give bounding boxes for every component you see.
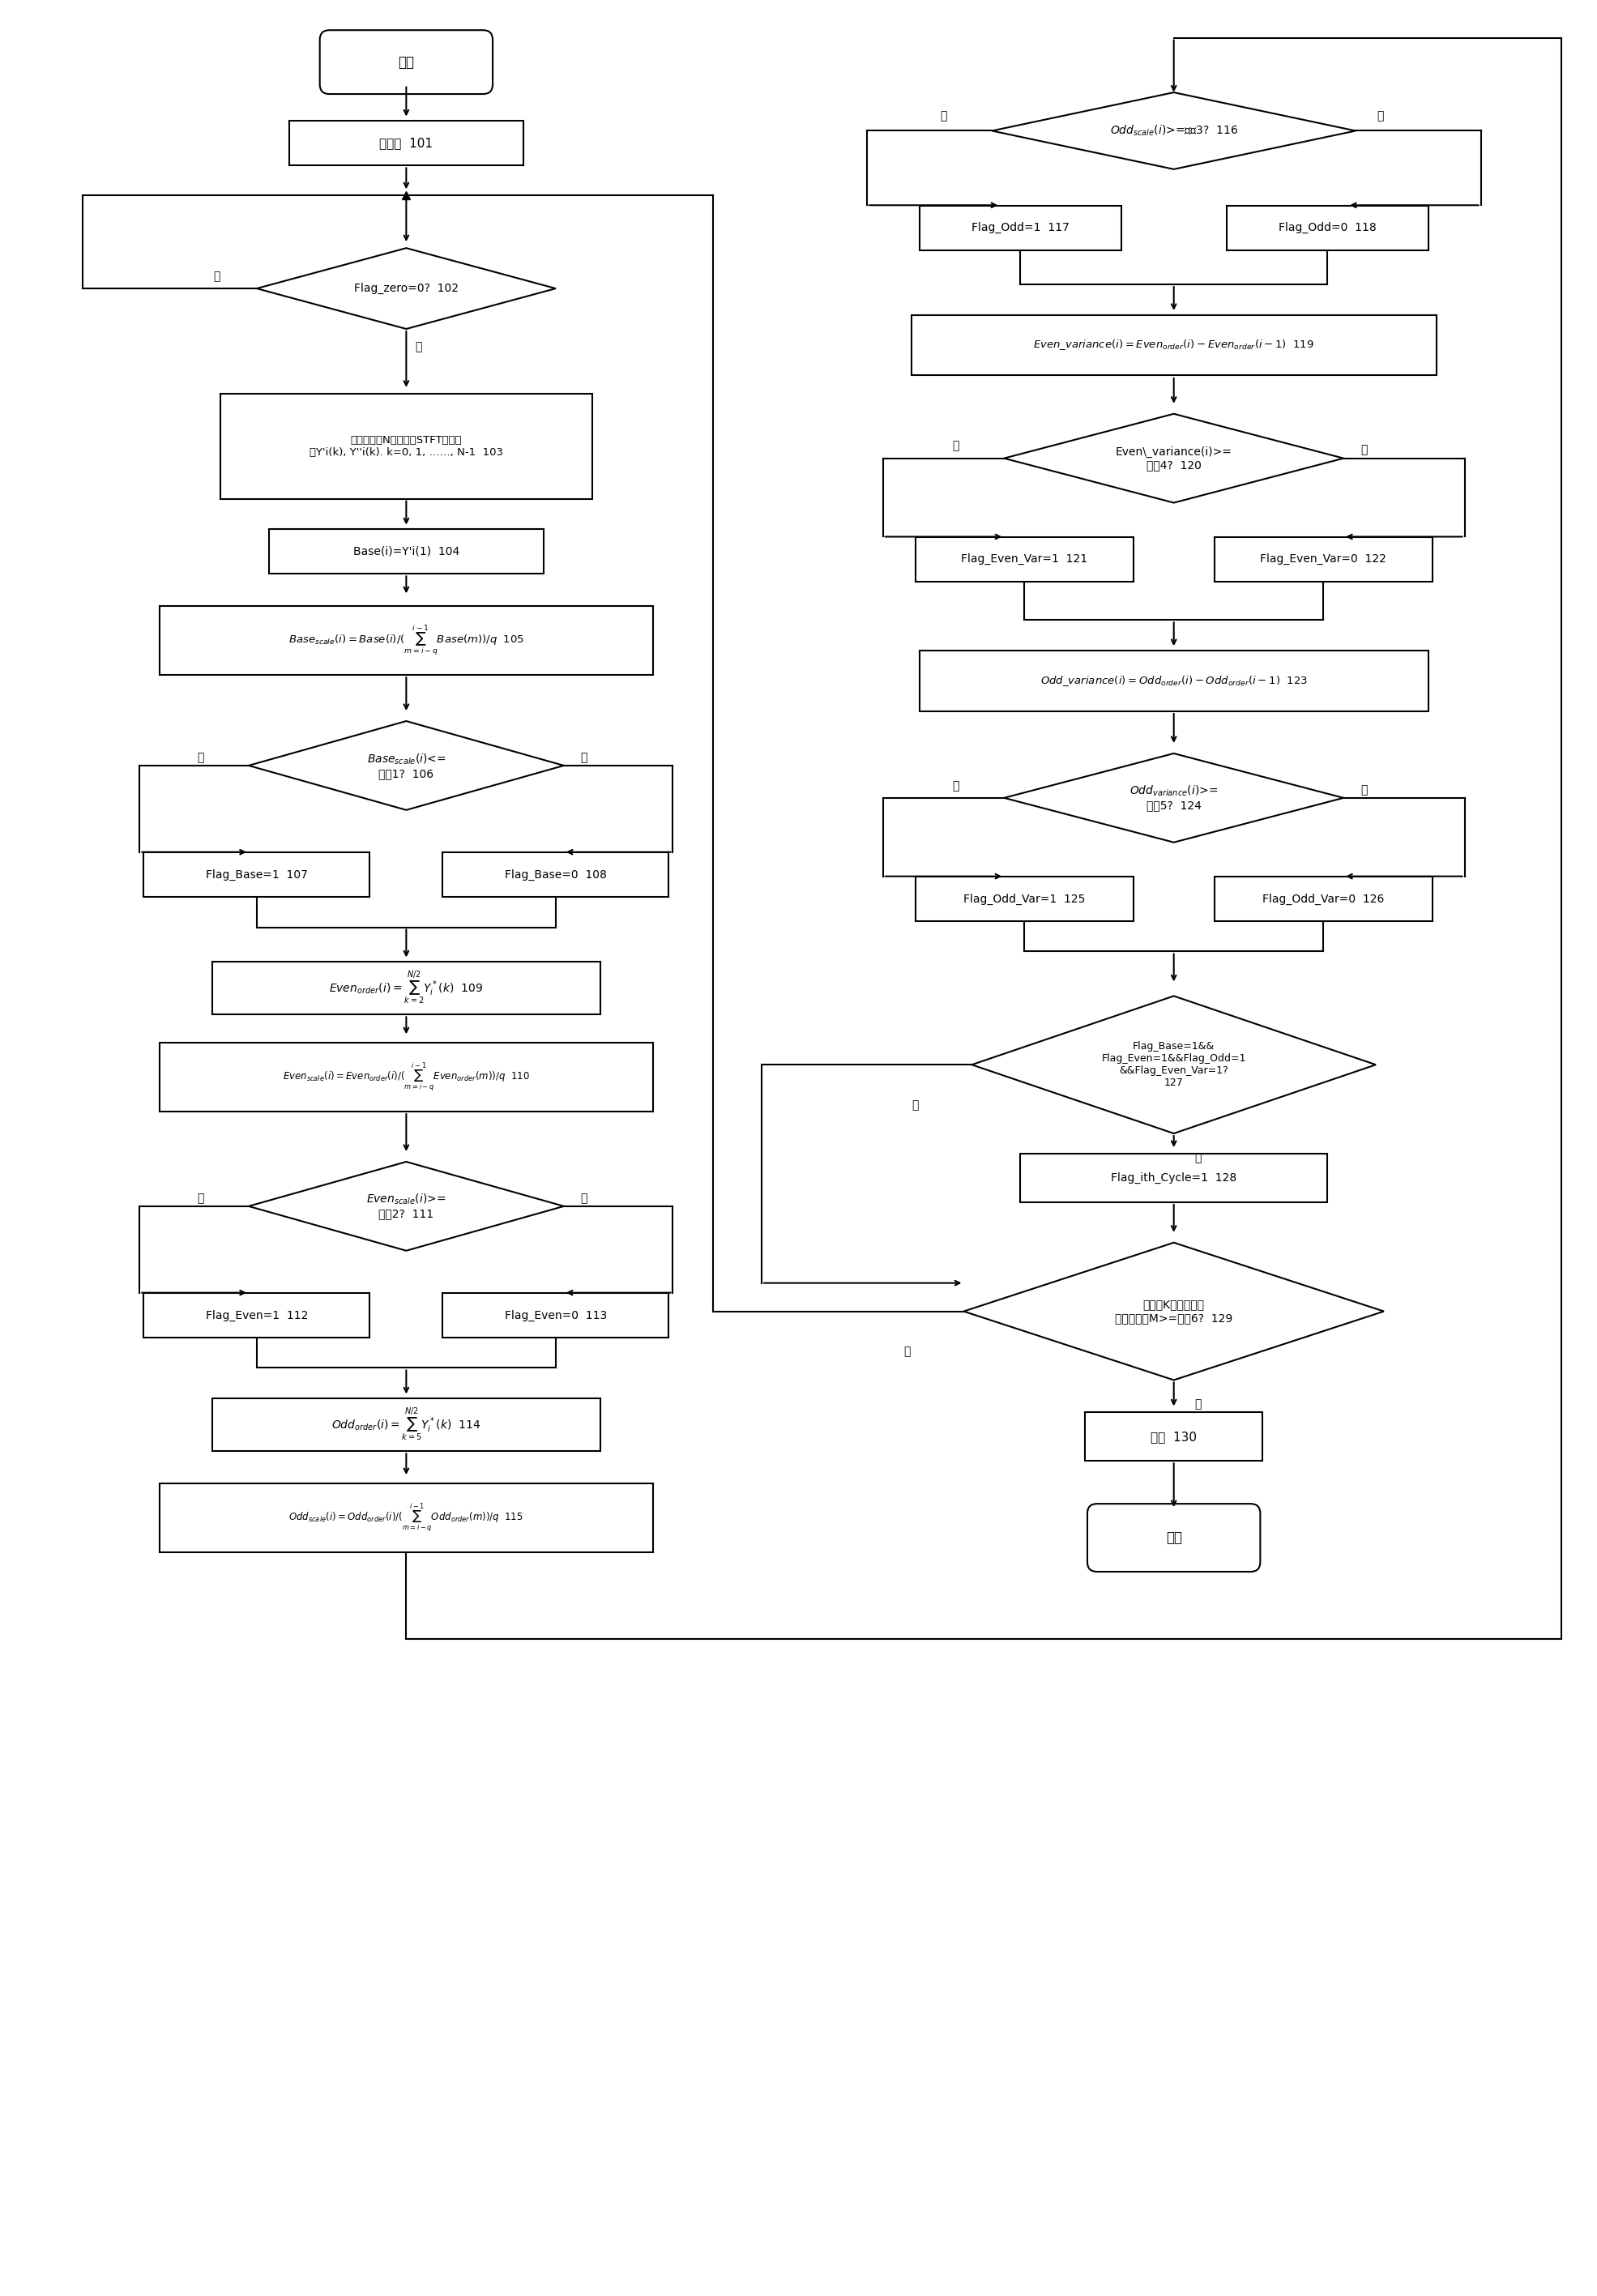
Text: $Odd_{order}(i) = \sum_{k=5}^{N/2} Y_i^*(k)$  114: $Odd_{order}(i) = \sum_{k=5}^{N/2} Y_i^*… [332,1405,481,1442]
Text: Flag_Even=1  112: Flag_Even=1 112 [206,1309,308,1320]
Text: 初始化  101: 初始化 101 [380,138,433,149]
Text: 否: 否 [212,271,220,282]
Text: 是: 是 [196,1192,203,1203]
Bar [915,877,1134,921]
Text: 否: 否 [1361,445,1367,457]
Bar [1214,537,1433,581]
Bar [442,852,669,898]
Text: 结束: 结束 [1166,1531,1182,1545]
Text: 对两路信号N个点进行STFT运算，
得Y'i(k), Y''i(k). k=0, 1, ……, N-1  103: 对两路信号N个点进行STFT运算， 得Y'i(k), Y''i(k). k=0,… [310,434,503,457]
Text: 是: 是 [952,441,960,452]
Bar [920,207,1121,250]
Text: 是: 是 [952,781,960,792]
Polygon shape [1005,753,1343,843]
Text: $Odd_{scale}(i)$>=阈值3?  116: $Odd_{scale}(i)$>=阈值3? 116 [1110,124,1238,138]
Text: 否: 否 [1361,785,1367,794]
Text: Flag_zero=0?  102: Flag_zero=0? 102 [355,282,458,294]
Bar [144,852,371,898]
Text: 是: 是 [1195,1153,1201,1164]
FancyBboxPatch shape [1088,1504,1260,1573]
Bar [289,122,524,165]
Text: Flag_Base=1&&
Flag_Even=1&&Flag_Odd=1
&&Flag_Even_Var=1?
127: Flag_Base=1&& Flag_Even=1&&Flag_Odd=1 &&… [1102,1040,1246,1088]
Bar [1214,877,1433,921]
Polygon shape [257,248,556,328]
Polygon shape [992,92,1356,170]
Text: 否: 否 [912,1100,918,1111]
Text: Even\_variance(i)>=
阈值4?  120: Even\_variance(i)>= 阈值4? 120 [1116,445,1233,471]
Polygon shape [249,1162,564,1251]
Bar [212,1398,600,1451]
Bar [144,1293,371,1339]
Text: 否: 否 [904,1345,910,1357]
FancyBboxPatch shape [319,30,493,94]
Text: 是: 是 [415,342,422,351]
Text: 是: 是 [941,110,947,122]
Text: $Even_{order}(i) = \sum_{k=2}^{N/2} Y_i^*(k)$  109: $Even_{order}(i) = \sum_{k=2}^{N/2} Y_i^… [329,969,484,1006]
Bar [912,315,1436,377]
Text: Flag_ith_Cycle=1  128: Flag_ith_Cycle=1 128 [1112,1173,1236,1185]
Text: Flag_Odd_Var=1  125: Flag_Odd_Var=1 125 [963,893,1086,905]
Text: Flag_Odd=0  118: Flag_Odd=0 118 [1278,223,1377,234]
Text: $Base_{scale}(i)$<=
阈值1?  106: $Base_{scale}(i)$<= 阈值1? 106 [367,751,446,778]
Polygon shape [249,721,564,810]
Text: $Odd_{variance}(i)$>=
阈值5?  124: $Odd_{variance}(i)$>= 阈值5? 124 [1129,785,1219,810]
Bar [1020,1153,1327,1203]
Text: 否: 否 [581,751,588,762]
Text: $Even_{scale}(i)$>=
阈值2?  111: $Even_{scale}(i)$>= 阈值2? 111 [366,1192,446,1219]
Text: $Odd_{scale}(i) = Odd_{order}(i)/(\sum_{m=i-q}^{i-1} Odd_{order}(m))/q$  115: $Odd_{scale}(i) = Odd_{order}(i)/(\sum_{… [289,1502,524,1534]
Bar [160,1483,653,1552]
Text: 在连续K个周期中，
电弧事件数M>=阈值6?  129: 在连续K个周期中， 电弧事件数M>=阈值6? 129 [1115,1300,1233,1322]
Bar [442,1293,669,1339]
Text: 否: 否 [1377,110,1383,122]
Text: $Even\_variance(i) = Even_{order}(i) - Even_{order}(i-1)$  119: $Even\_variance(i) = Even_{order}(i) - E… [1033,338,1314,351]
Text: Flag_Odd_Var=0  126: Flag_Odd_Var=0 126 [1262,893,1385,905]
Text: 是: 是 [196,751,203,762]
Text: Base(i)=Y'i(1)  104: Base(i)=Y'i(1) 104 [353,546,460,558]
Bar [920,650,1428,712]
Text: 脱扣  130: 脱扣 130 [1151,1430,1196,1442]
Text: 开始: 开始 [398,55,414,69]
Polygon shape [963,1242,1385,1380]
Bar [1226,207,1428,250]
Bar [268,528,543,574]
Bar [160,1042,653,1111]
Polygon shape [1005,413,1343,503]
Bar [212,962,600,1015]
Text: 是: 是 [1195,1398,1201,1410]
Text: Flag_Base=0  108: Flag_Base=0 108 [505,868,607,879]
Bar [220,393,592,498]
Text: Flag_Odd=1  117: Flag_Odd=1 117 [971,223,1070,234]
Text: Flag_Even_Var=0  122: Flag_Even_Var=0 122 [1260,553,1386,565]
Text: Flag_Even_Var=1  121: Flag_Even_Var=1 121 [961,553,1088,565]
Bar [160,606,653,675]
Text: Flag_Even=0  113: Flag_Even=0 113 [505,1309,607,1320]
Bar [915,537,1134,581]
Text: $Odd\_variance(i) = Odd_{order}(i) - Odd_{order}(i-1)$  123: $Odd\_variance(i) = Odd_{order}(i) - Odd… [1040,673,1308,687]
Bar [1084,1412,1263,1460]
Text: Flag_Base=1  107: Flag_Base=1 107 [206,868,308,879]
Polygon shape [973,996,1375,1134]
Text: $Base_{scale}(i) = Base(i)/(\sum_{m=i-q}^{i-1} Base(m))/q$  105: $Base_{scale}(i) = Base(i)/(\sum_{m=i-q}… [289,622,524,657]
Text: $Even_{scale}(i) = Even_{order}(i)/(\sum_{m=i-q}^{i-1} Even_{order}(m))/q$  110: $Even_{scale}(i) = Even_{order}(i)/(\sum… [283,1061,530,1093]
Text: 否: 否 [581,1192,588,1203]
